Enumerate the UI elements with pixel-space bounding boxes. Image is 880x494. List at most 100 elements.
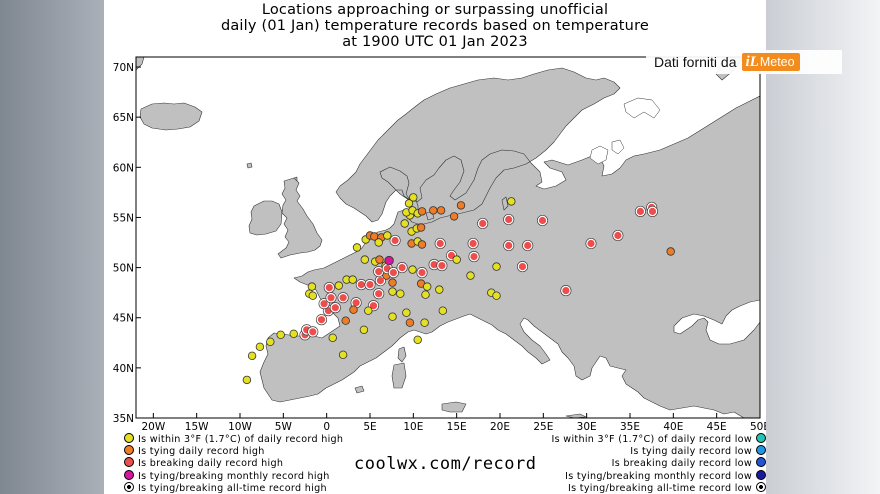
station-marker-within-high [404, 199, 414, 208]
legend-low-item: Is breaking daily record low [612, 457, 766, 469]
station-marker-breaking-monthly-high [384, 255, 394, 266]
station-marker-within-high [492, 291, 501, 300]
station-marker-within-high [438, 306, 447, 315]
station-marker-breaking-high [477, 218, 488, 229]
station-marker-breaking-high [390, 235, 401, 246]
station-marker-within-high [247, 351, 257, 360]
lon-tick-label: 35E [620, 421, 640, 433]
station-marker-within-high [388, 287, 397, 296]
station-marker-outline [364, 279, 376, 291]
station-marker-tying-high [666, 247, 675, 256]
alltime-marker-icon [124, 481, 134, 492]
station-marker-within-high [421, 290, 430, 299]
lat-tick-label: 65N [113, 112, 134, 124]
title-line-2: daily (01 Jan) temperature records based… [220, 18, 650, 34]
sicily-landmass [441, 401, 467, 413]
station-marker-tying-high [388, 278, 397, 287]
station-marker-breaking-high [469, 251, 480, 262]
station-marker-outline [503, 239, 515, 252]
station-marker-within-high [388, 312, 397, 321]
station-marker-breaking-high [373, 266, 384, 277]
station-marker-tying-high [416, 223, 426, 232]
station-marker-breaking-high [586, 238, 597, 249]
station-marker-within-high [492, 262, 501, 271]
coolwx-url[interactable]: coolwx.com/record [354, 454, 537, 474]
ilmeteo-logo: iL Meteo [742, 53, 800, 71]
lon-tick-label: 15W [185, 421, 209, 433]
legend-label: Is tying daily record low [630, 446, 752, 458]
legend-label: Is within 3°F (1.7°C) of daily record hi… [138, 434, 344, 445]
lon-tick-label: 30E [577, 421, 597, 433]
lat-tick-label: 55N [113, 212, 134, 224]
legend-label: Is tying/breaking all-time record low [567, 482, 752, 494]
station-marker-tying-high [341, 316, 350, 325]
station-marker-breaking-high [647, 206, 658, 217]
legend-label: Is tying/breaking all-time record high [138, 482, 327, 494]
legend-low-item: Is tying daily record low [630, 445, 766, 457]
station-marker-breaking-high [417, 267, 428, 278]
balearic-landmass [354, 385, 365, 394]
station-marker-breaking-high [356, 279, 367, 290]
gotland-landmass [501, 196, 509, 211]
legend-high-item: Is breaking daily record high [124, 457, 283, 469]
station-marker-tying-high [375, 255, 384, 264]
lat-tick-label: 60N [113, 162, 134, 174]
station-marker-outline [503, 213, 515, 226]
station-marker-tying-high [449, 212, 459, 221]
station-marker-outline [396, 262, 408, 274]
station-marker-within-high [334, 281, 343, 290]
europe-map: 35N 40N 45N 50N 55N 60N 65N 70N 20W 15W 10W 5W 0 5E 10… [113, 56, 766, 433]
station-marker-within-high [452, 255, 461, 264]
station-marker-within-high [360, 255, 369, 264]
legend-swatch-icon [756, 433, 766, 443]
station-marker-breaking-high [503, 240, 514, 251]
lon-tick-label: 20W [141, 421, 165, 433]
station-marker-outline [434, 237, 446, 250]
station-marker-within-high [364, 306, 373, 315]
tv-left-backdrop [0, 0, 104, 494]
station-marker-breaking-high [316, 314, 327, 325]
title-line-3: at 1900 UTC 01 Jan 2023 [342, 34, 528, 50]
station-marker-within-high [242, 375, 252, 385]
sardinia-landmass [391, 362, 407, 389]
legend-swatch-icon [124, 445, 134, 456]
station-marker-outline [585, 237, 597, 250]
lat-tick-label: 50N [113, 263, 134, 275]
station-marker-breaking-high [468, 238, 479, 249]
white-sea [623, 97, 661, 119]
station-marker-outline [646, 205, 659, 217]
station-marker-within-high [359, 325, 369, 334]
station-marker-within-high [276, 330, 285, 339]
station-marker-within-high [423, 282, 432, 291]
legend-swatch-icon [756, 445, 766, 456]
great-britain-landmass [277, 177, 323, 259]
lon-tick-label: 10W [228, 421, 252, 433]
station-marker-within-high [507, 197, 516, 206]
lake-ladoga [589, 145, 609, 165]
lon-tick-label: 20E [490, 421, 510, 433]
station-marker-breaking-high [435, 238, 446, 249]
legend-high-item: Is tying daily record high [124, 445, 265, 457]
ilmeteo-logo-letter: iL [745, 53, 759, 70]
station-marker-within-high [308, 291, 317, 300]
station-marker-within-high [409, 193, 418, 202]
legend-label: Is breaking daily record low [611, 458, 752, 470]
station-marker-outline [318, 298, 330, 310]
station-marker-within-high [328, 333, 337, 342]
brand-caption: Dati forniti da [654, 54, 737, 70]
map-title: Locations approaching or surpassing unof… [104, 2, 766, 50]
station-marker-within-high [402, 308, 411, 317]
station-marker-within-high [435, 285, 444, 294]
station-marker-breaking-high [537, 215, 548, 226]
station-marker-breaking-high [388, 267, 399, 278]
legend-label: Is tying daily record high [138, 446, 265, 458]
station-marker-outline [612, 229, 624, 242]
tv-right-backdrop [760, 0, 880, 494]
station-marker-breaking-high [338, 292, 349, 303]
station-marker-outline [522, 239, 534, 252]
station-marker-breaking-high [436, 260, 447, 271]
station-marker-outline [367, 300, 380, 312]
alltime-marker-icon [756, 481, 766, 492]
station-marker-within-high [289, 329, 298, 338]
station-marker-breaking-high [397, 262, 408, 273]
